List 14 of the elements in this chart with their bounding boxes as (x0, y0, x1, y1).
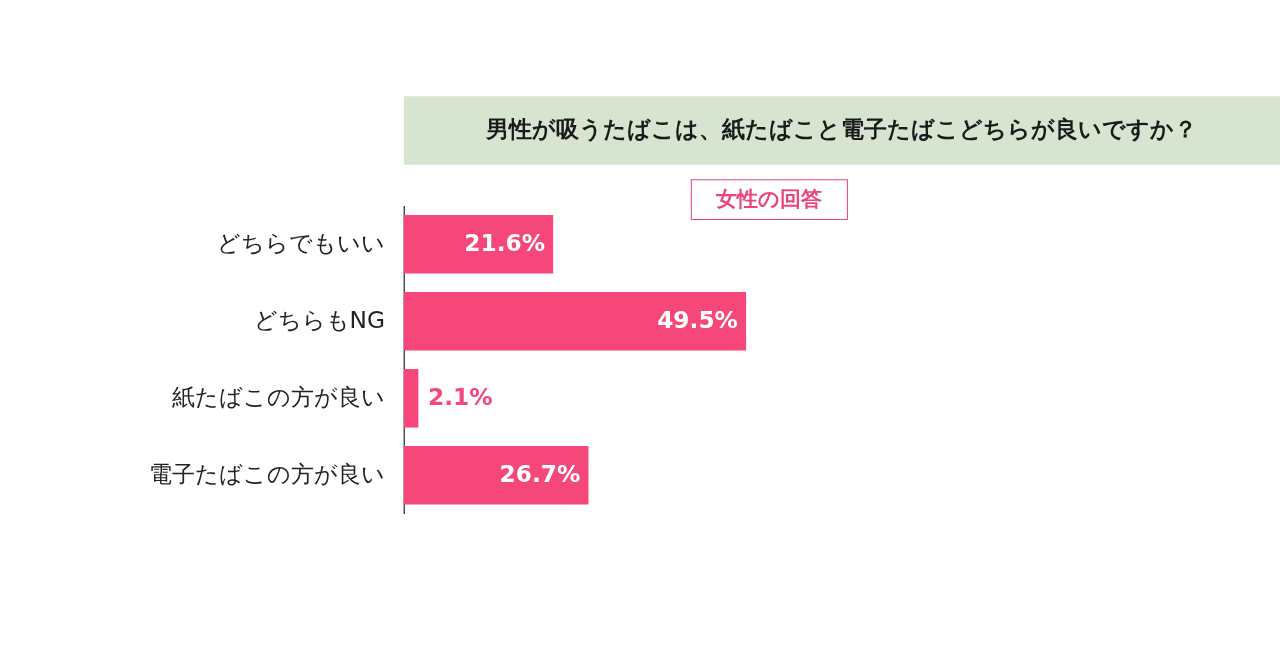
y-tick-label: 紙たばこの方が良い (172, 383, 386, 411)
y-tick-label: 電子たばこの方が良い (149, 460, 386, 488)
text: 男性が吸うたばこは、紙たばこと電子たばこどちらが良いですか？ (485, 116, 1198, 143)
data-label: 2.1% (427, 383, 493, 411)
bar (403, 214, 554, 274)
chart-subtitle: 女性の回答 (715, 186, 823, 211)
bar (403, 291, 747, 351)
y-tick-label: どちらもNG (253, 306, 386, 334)
data-label: 26.7% (499, 460, 581, 488)
bar (403, 446, 589, 505)
data-label: 49.5% (657, 306, 738, 334)
y-tick-label: どちらでもいい (217, 229, 386, 257)
data-label: 21.6% (464, 229, 545, 257)
bar (403, 369, 419, 428)
